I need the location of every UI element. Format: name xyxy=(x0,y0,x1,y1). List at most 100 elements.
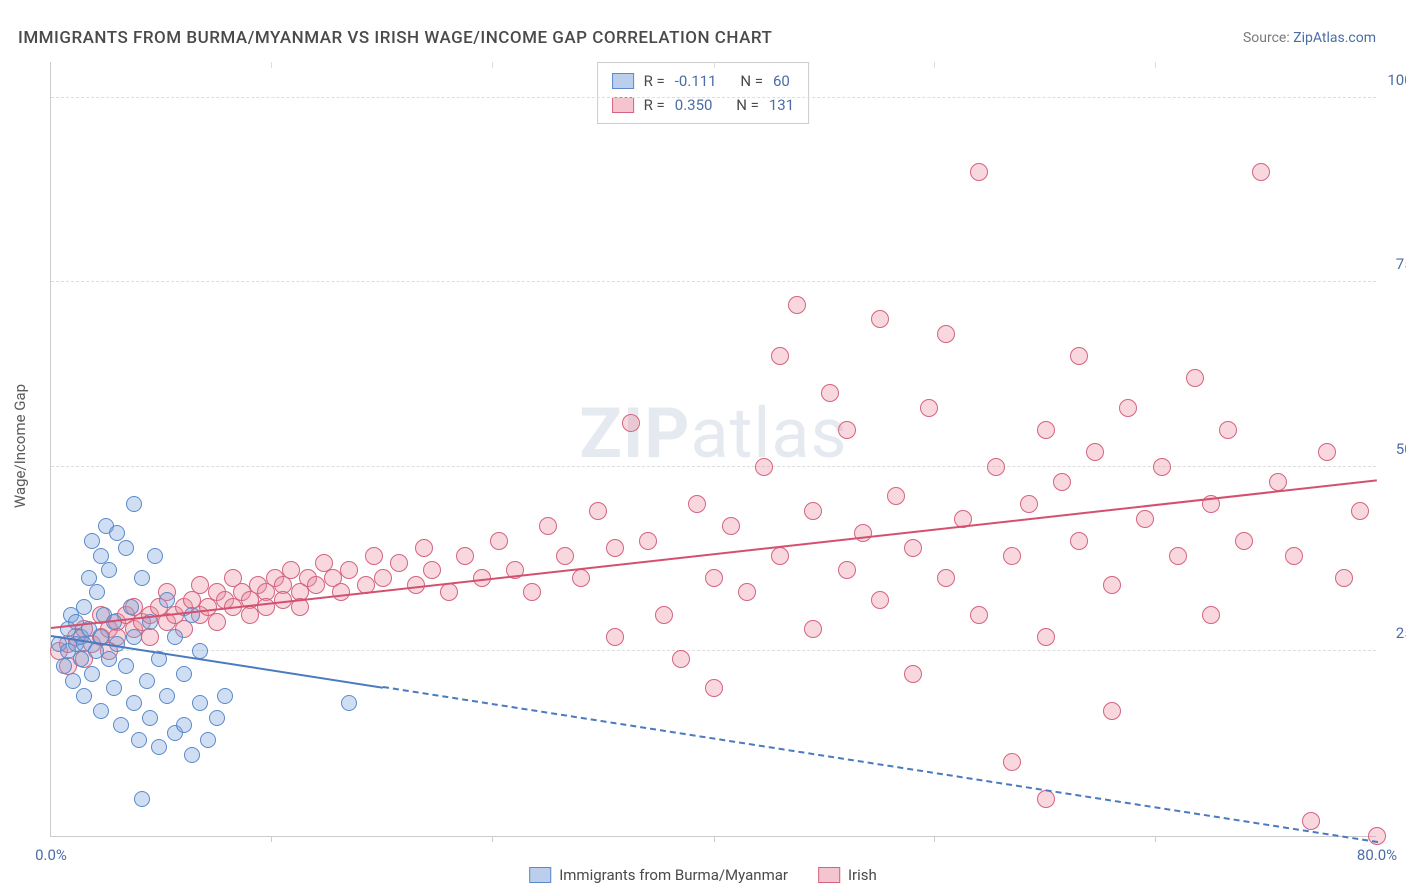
scatter-point-b xyxy=(374,569,392,587)
scatter-point-b xyxy=(755,458,773,476)
scatter-point-b xyxy=(887,487,905,505)
scatter-point-b xyxy=(1153,458,1171,476)
r-value-a: -0.111 xyxy=(675,69,717,93)
y-tick-label: 75.0% xyxy=(1396,255,1406,273)
scatter-point-a xyxy=(76,688,92,704)
scatter-point-a xyxy=(93,703,109,719)
swatch-a-icon xyxy=(529,867,551,883)
scatter-point-a xyxy=(134,570,150,586)
scatter-point-b xyxy=(722,517,740,535)
swatch-b-icon xyxy=(818,867,840,883)
scatter-point-b xyxy=(456,547,474,565)
scatter-point-b xyxy=(1037,790,1055,808)
scatter-point-b xyxy=(1020,495,1038,513)
legend-item-a: Immigrants from Burma/Myanmar xyxy=(529,866,788,884)
regression-line xyxy=(382,686,1377,843)
scatter-point-a xyxy=(123,599,139,615)
series-b-label: Irish xyxy=(848,866,877,884)
scatter-point-b xyxy=(1186,369,1204,387)
scatter-point-a xyxy=(84,666,100,682)
scatter-point-a xyxy=(118,658,134,674)
scatter-point-a xyxy=(81,570,97,586)
scatter-point-b xyxy=(1252,163,1270,181)
scatter-point-a xyxy=(126,695,142,711)
scatter-point-b xyxy=(1003,753,1021,771)
scatter-point-b xyxy=(556,547,574,565)
scatter-point-b xyxy=(937,325,955,343)
x-tick-mark xyxy=(492,62,493,68)
swatch-b xyxy=(612,97,634,113)
scatter-point-b xyxy=(622,414,640,432)
scatter-point-b xyxy=(523,583,541,601)
scatter-point-b xyxy=(415,539,433,557)
scatter-point-a xyxy=(151,739,167,755)
scatter-point-b xyxy=(1053,473,1071,491)
scatter-point-b xyxy=(705,679,723,697)
gridline-h xyxy=(51,97,1376,98)
scatter-point-a xyxy=(147,548,163,564)
scatter-point-b xyxy=(639,532,657,550)
scatter-point-b xyxy=(1169,547,1187,565)
correlation-legend: R = -0.111 N = 60 R = 0.350 N = 131 xyxy=(597,62,810,124)
scatter-point-b xyxy=(937,569,955,587)
x-tick-mark xyxy=(271,836,272,842)
scatter-point-b xyxy=(1318,443,1336,461)
series-a-label: Immigrants from Burma/Myanmar xyxy=(559,866,788,884)
scatter-point-b xyxy=(1003,547,1021,565)
scatter-point-b xyxy=(191,576,209,594)
scatter-point-b xyxy=(1351,502,1369,520)
scatter-point-a xyxy=(139,673,155,689)
scatter-point-a xyxy=(200,732,216,748)
x-tick-mark xyxy=(271,62,272,68)
gridline-h xyxy=(51,466,1376,467)
scatter-point-b xyxy=(1202,606,1220,624)
y-axis-label: Wage/Income Gap xyxy=(11,384,29,508)
scatter-point-b xyxy=(970,163,988,181)
scatter-point-b xyxy=(688,495,706,513)
x-tick-mark xyxy=(934,62,935,68)
scatter-point-a xyxy=(93,548,109,564)
scatter-point-b xyxy=(440,583,458,601)
x-tick-mark xyxy=(1155,836,1156,842)
swatch-a xyxy=(612,73,634,89)
source-prefix: Source: xyxy=(1243,30,1293,46)
scatter-point-b xyxy=(241,606,259,624)
scatter-point-b xyxy=(821,384,839,402)
scatter-point-a xyxy=(118,540,134,556)
scatter-point-a xyxy=(176,666,192,682)
scatter-point-b xyxy=(282,561,300,579)
scatter-point-b xyxy=(1335,569,1353,587)
scatter-point-b xyxy=(904,665,922,683)
chart-title: IMMIGRANTS FROM BURMA/MYANMAR VS IRISH W… xyxy=(18,28,772,48)
scatter-point-b xyxy=(539,517,557,535)
n-value-a: 60 xyxy=(773,69,790,93)
scatter-point-a xyxy=(184,607,200,623)
scatter-point-b xyxy=(804,620,822,638)
scatter-point-b xyxy=(589,502,607,520)
scatter-point-b xyxy=(365,547,383,565)
scatter-point-b xyxy=(1103,576,1121,594)
scatter-point-a xyxy=(176,717,192,733)
scatter-point-b xyxy=(1269,473,1287,491)
scatter-point-a xyxy=(142,710,158,726)
scatter-point-b xyxy=(1302,812,1320,830)
gridline-h xyxy=(51,650,1376,651)
scatter-point-a xyxy=(113,717,129,733)
scatter-point-b xyxy=(340,561,358,579)
scatter-point-b xyxy=(871,591,889,609)
scatter-point-b xyxy=(606,628,624,646)
scatter-point-b xyxy=(1235,532,1253,550)
scatter-point-b xyxy=(970,606,988,624)
x-tick-label: 0.0% xyxy=(35,846,67,864)
scatter-point-a xyxy=(56,658,72,674)
scatter-point-b xyxy=(490,532,508,550)
scatter-point-b xyxy=(390,554,408,572)
scatter-point-b xyxy=(1086,443,1104,461)
source-link[interactable]: ZipAtlas.com xyxy=(1293,30,1376,46)
scatter-point-b xyxy=(1070,532,1088,550)
scatter-point-a xyxy=(84,533,100,549)
source-attribution: Source: ZipAtlas.com xyxy=(1243,30,1376,46)
scatter-point-b xyxy=(987,458,1005,476)
scatter-point-b xyxy=(257,598,275,616)
scatter-point-a xyxy=(159,592,175,608)
